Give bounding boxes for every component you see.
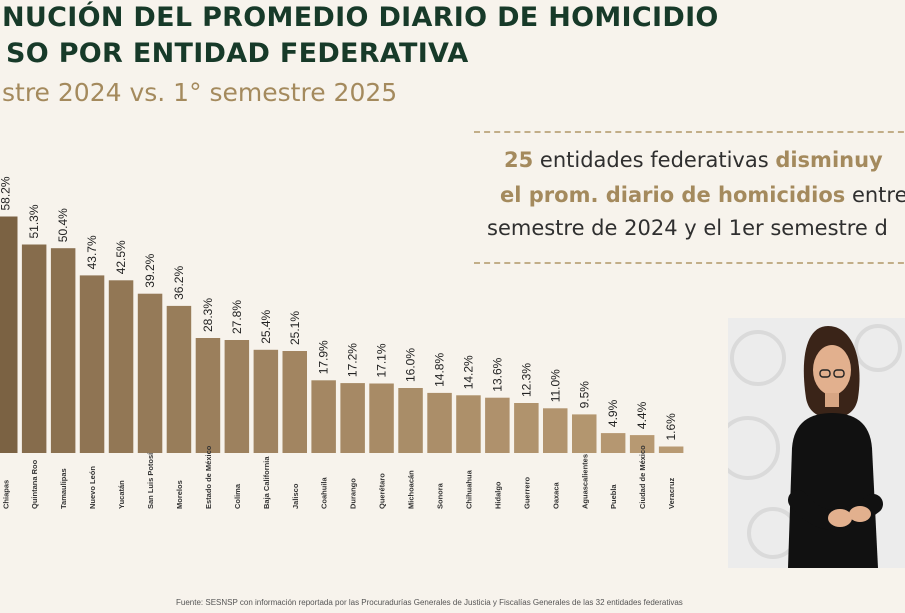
category-label-quintana-roo: Quintana Roo (30, 459, 39, 509)
callout-divider-bottom (474, 262, 905, 264)
category-label-guerrero: Guerrero (522, 476, 531, 509)
category-label-chihuahua: Chihuahua (464, 469, 473, 509)
data-label-colima: 27.8% (230, 300, 244, 334)
category-label-colima: Colima (233, 483, 242, 509)
category-label-oaxaca: Oaxaca (551, 481, 560, 509)
bar-sonora (427, 392, 452, 453)
bar-colima (224, 340, 250, 453)
category-label-jalisco: Jalisco (291, 483, 300, 509)
title-line-2: SO POR ENTIDAD FEDERATIVA (6, 38, 469, 69)
data-label-quintana-roo: 51.3% (27, 204, 41, 238)
subtitle: stre 2024 vs. 1° semestre 2025 (2, 78, 398, 107)
bar-veracruz (658, 446, 684, 453)
bar-chart: 58.2% Chiapas 51.3% Quintana Roo 50.4% Tamaul… (0, 176, 684, 509)
bar-ciudad-de-mexico (629, 435, 655, 453)
bar-chihuahua (456, 395, 481, 453)
data-label-baja-california: 25.4% (259, 309, 273, 343)
data-label-ciudad-de-mexico: 4.4% (635, 401, 649, 429)
callout-divider-top (474, 131, 905, 133)
data-label-durango: 17.2% (346, 343, 360, 377)
callout-bold-1: disminuy (775, 148, 883, 172)
bar-queretaro (369, 383, 394, 453)
callout-line-2: el prom. diario de homicidios entre (500, 183, 905, 207)
callout-line-1: 25 entidades federativas disminuy (504, 148, 883, 172)
category-label-morelos: Morelos (175, 480, 184, 509)
callout-text-2: entre (845, 183, 905, 207)
bar-durango (340, 383, 365, 453)
bar-tamaulipas (50, 248, 76, 453)
data-label-estado-de-mexico: 28.3% (201, 298, 215, 332)
category-label-sonora: Sonora (436, 482, 445, 509)
bar-nuevo-leon (79, 275, 105, 453)
bar-morelos (166, 305, 192, 453)
callout-text-1: entidades federativas (533, 148, 776, 172)
category-label-san-luis-potosi: San Luis Potosí (146, 452, 155, 509)
category-label-durango: Durango (349, 478, 358, 509)
data-label-michoacan: 16.0% (404, 348, 418, 382)
data-label-nuevo-leon: 43.7% (85, 235, 99, 269)
bar-hidalgo (485, 397, 510, 453)
bar-baja-california (253, 349, 279, 453)
category-label-hidalgo: Hidalgo (493, 481, 502, 509)
bar-estado-de-mexico (195, 338, 221, 453)
data-label-chiapas: 58.2% (0, 176, 12, 210)
data-label-queretaro: 17.1% (375, 343, 389, 377)
category-label-yucatan: Yucatán (117, 480, 126, 509)
bar-puebla (600, 433, 626, 453)
data-label-puebla: 4.9% (606, 399, 620, 427)
data-label-san-luis-potosi: 39.2% (143, 253, 157, 287)
category-label-coahuila: Coahuila (320, 477, 329, 509)
bar-guerrero (514, 403, 539, 453)
callout-count: 25 (504, 148, 534, 172)
data-label-chihuahua: 14.2% (461, 355, 475, 389)
interpreter-illustration (728, 318, 905, 568)
category-label-aguascalientes: Aguascalientes (580, 454, 589, 509)
data-label-oaxaca: 11.0% (548, 369, 562, 402)
title-line-1: NUCIÓN DEL PROMEDIO DIARIO DE HOMICIDIO (2, 2, 719, 33)
data-label-veracruz: 1.6% (664, 413, 678, 441)
category-label-nuevo-leon: Nuevo León (88, 466, 97, 509)
category-label-queretaro: Querétaro (378, 473, 387, 509)
category-label-estado-de-mexico: Estado de México (204, 445, 213, 509)
bar-aguascalientes (572, 414, 597, 453)
data-label-aguascalientes: 9.5% (577, 381, 591, 409)
category-label-ciudad-de-mexico: Ciudad de México (638, 445, 647, 509)
category-label-tamaulipas: Tamaulipas (59, 468, 68, 509)
sign-language-interpreter (728, 318, 905, 568)
category-label-michoacan: Michoacán (407, 470, 416, 509)
data-label-morelos: 36.2% (172, 266, 186, 300)
data-label-sonora: 14.8% (433, 353, 447, 387)
bar-jalisco (282, 351, 307, 453)
source-note: Fuente: SESNSP con información reportada… (176, 598, 683, 607)
bar-chiapas (0, 216, 18, 453)
category-label-puebla: Puebla (609, 484, 618, 509)
category-label-baja-california: Baja California (262, 456, 271, 509)
callout-line-3: semestre de 2024 y el 1er semestre d (487, 216, 888, 240)
bar-quintana-roo (21, 244, 47, 453)
data-label-yucatan: 42.5% (114, 240, 128, 274)
data-label-jalisco: 25.1% (288, 311, 302, 345)
bar-oaxaca (543, 408, 568, 453)
data-label-tamaulipas: 50.4% (56, 208, 70, 242)
data-label-guerrero: 12.3% (519, 363, 533, 397)
category-label-veracruz: Veracruz (667, 477, 676, 509)
bar-michoacan (398, 388, 423, 453)
data-label-coahuila: 17.9% (317, 340, 331, 374)
callout-bold-2: el prom. diario de homicidios (500, 183, 846, 207)
category-label-chiapas: Chiapas (1, 480, 10, 509)
bar-yucatan (108, 280, 134, 453)
bar-san-luis-potosi (137, 293, 163, 453)
bar-coahuila (311, 380, 336, 453)
callout-text-3: semestre de 2024 y el 1er semestre d (487, 216, 888, 240)
data-label-hidalgo: 13.6% (490, 357, 504, 391)
